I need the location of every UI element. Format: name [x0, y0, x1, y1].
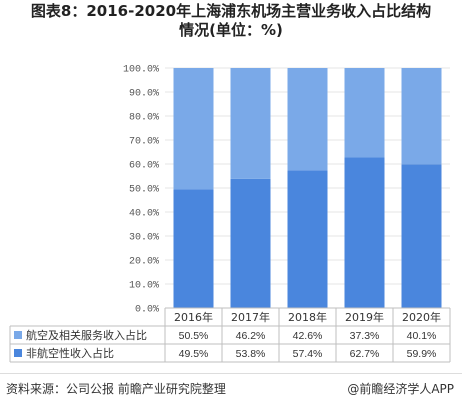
data-label: 59.9% [407, 348, 437, 360]
y-tick-label: 20.0% [129, 257, 159, 268]
bar-bottom-series [344, 157, 385, 308]
chart-title-line-1: 图表8：2016-2020年上海浦东机场主营业务收入占比结构 [30, 2, 432, 20]
bar-bottom-series [401, 164, 442, 308]
y-tick-label: 50.0% [129, 185, 159, 196]
brand-note: @前瞻经济学人APP [347, 382, 454, 396]
data-label: 37.3% [350, 330, 380, 342]
footer-divider [0, 373, 462, 374]
y-tick-label: 0.0% [135, 305, 159, 316]
bar-top-series [401, 68, 442, 165]
chart-title: 图表8：2016-2020年上海浦东机场主营业务收入占比结构 情况(单位：%) [0, 2, 462, 40]
data-label: 53.8% [236, 348, 266, 360]
y-tick-label: 30.0% [129, 233, 159, 244]
legend-swatch [14, 349, 22, 357]
y-tick-label: 60.0% [129, 161, 159, 172]
legend-label: 航空及相关服务收入占比 [26, 328, 147, 342]
chart-title-line-2: 情况(单位：%) [179, 21, 283, 39]
x-category-label: 2020年 [402, 310, 441, 324]
bar-top-series [287, 68, 328, 171]
y-tick-label: 80.0% [129, 113, 159, 124]
bar-bottom-series [287, 170, 328, 308]
bar-top-series [230, 68, 271, 179]
x-category-label: 2019年 [345, 310, 384, 324]
data-label: 42.6% [293, 330, 323, 342]
y-tick-label: 100.0% [123, 65, 159, 76]
legend-label: 非航空性收入占比 [26, 346, 114, 360]
bar-top-series [173, 68, 214, 190]
data-label: 46.2% [236, 330, 266, 342]
data-label: 40.1% [407, 330, 437, 342]
data-label: 49.5% [179, 348, 209, 360]
y-tick-label: 70.0% [129, 137, 159, 148]
data-label: 50.5% [179, 330, 209, 342]
data-label: 62.7% [350, 348, 380, 360]
x-category-label: 2018年 [288, 310, 327, 324]
x-category-label: 2017年 [231, 310, 270, 324]
bar-bottom-series [230, 178, 271, 308]
y-tick-label: 90.0% [129, 89, 159, 100]
stacked-bar-chart: 0.0% 10.0% 20.0% 30.0% 40.0% 50.0% 60.0% 70.0% 8… [9, 65, 451, 363]
data-label: 57.4% [293, 348, 323, 360]
y-tick-label: 10.0% [129, 281, 159, 292]
y-tick-label: 40.0% [129, 209, 159, 220]
legend-swatch [14, 331, 22, 339]
x-category-label: 2016年 [174, 310, 213, 324]
bar-bottom-series [173, 189, 214, 308]
bar-top-series [344, 68, 385, 158]
source-note: 资料来源：公司公报 前瞻产业研究院整理 [6, 382, 226, 396]
